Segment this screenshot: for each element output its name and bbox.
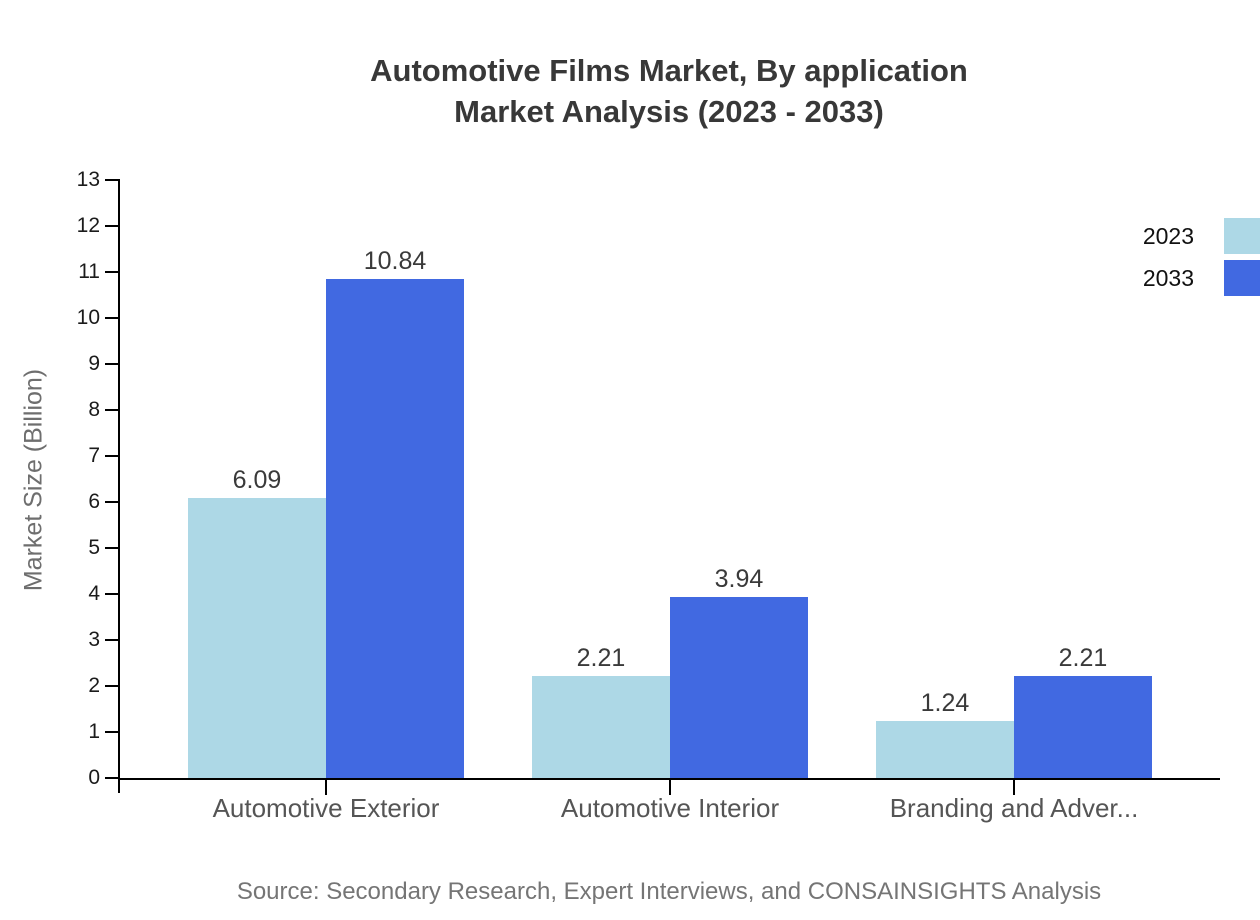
y-tick-mark-9 <box>105 363 120 365</box>
y-tick-mark-13 <box>105 179 120 181</box>
y-tick-mark-0 <box>105 777 120 779</box>
y-tick-mark-12 <box>105 225 120 227</box>
y-tick-label-7: 7 <box>88 444 100 467</box>
bar-2023-automotive-exterior <box>188 498 326 778</box>
x-tick-mark-automotive-exterior <box>325 778 327 795</box>
y-tick-label-1: 1 <box>88 720 100 743</box>
bar-2023-branding-and-adver <box>876 721 1014 778</box>
x-category-label-branding-and-adver: Branding and Adver... <box>889 793 1139 823</box>
y-tick-label-0: 0 <box>88 766 100 789</box>
x-category-label-automotive-exterior: Automotive Exterior <box>212 793 440 823</box>
legend-item-2033: 2033 <box>1143 259 1260 297</box>
x-category-label-automotive-interior: Automotive Interior <box>560 793 780 823</box>
y-tick-mark-11 <box>105 271 120 273</box>
y-tick-label-12: 12 <box>76 214 100 237</box>
plot-area: 0 1 2 3 4 5 6 7 8 9 10 11 12 13 6.09 10.84 Automotive Ex… <box>77 168 1220 823</box>
legend-label-2033: 2033 <box>1142 264 1194 291</box>
bar-2033-branding-and-adver <box>1014 676 1152 778</box>
legend-swatch-2033 <box>1224 260 1260 296</box>
value-label-2033-automotive-interior: 3.94 <box>714 565 764 593</box>
y-tick-mark-3 <box>105 639 120 641</box>
chart-title-line1: Automotive Films Market, By application <box>370 53 968 88</box>
value-label-2023-branding-and-adver: 1.24 <box>920 689 970 717</box>
y-tick-label-10: 10 <box>76 306 100 329</box>
legend: 2023 2033 <box>1143 217 1260 301</box>
x-tick-mark-automotive-interior <box>669 778 671 795</box>
y-tick-label-2: 2 <box>88 674 100 697</box>
value-label-2033-automotive-exterior: 10.84 <box>363 247 427 275</box>
value-label-2023-automotive-interior: 2.21 <box>576 644 626 672</box>
y-tick-label-11: 11 <box>78 260 100 283</box>
y-tick-mark-10 <box>105 317 120 319</box>
y-tick-mark-2 <box>105 685 120 687</box>
y-tick-label-4: 4 <box>88 582 100 605</box>
value-label-2023-automotive-exterior: 6.09 <box>232 466 282 494</box>
y-tick-label-13: 13 <box>76 168 100 191</box>
source-text: Source: Secondary Research, Expert Inter… <box>236 878 1102 905</box>
y-tick-label-3: 3 <box>88 628 100 651</box>
legend-item-2023: 2023 <box>1143 217 1260 255</box>
bar-2023-automotive-interior <box>532 676 670 778</box>
y-tick-label-5: 5 <box>88 536 100 559</box>
y-tick-mark-1 <box>105 731 120 733</box>
legend-label-2023: 2023 <box>1142 222 1194 249</box>
chart-title: Automotive Films Market, By application … <box>118 50 1220 132</box>
y-tick-mark-6 <box>105 501 120 503</box>
legend-swatch-2023 <box>1224 218 1260 254</box>
y-tick-mark-7 <box>105 455 120 457</box>
bar-2033-automotive-exterior <box>326 279 464 778</box>
x-tick-mark-branding-and-adver <box>1013 778 1015 795</box>
y-axis-title: Market Size (Billion) <box>19 368 48 592</box>
y-tick-mark-4 <box>105 593 120 595</box>
y-tick-label-9: 9 <box>88 352 100 375</box>
y-tick-mark-5 <box>105 547 120 549</box>
value-label-2033-branding-and-adver: 2.21 <box>1058 644 1108 672</box>
y-tick-label-6: 6 <box>88 490 100 513</box>
bar-2033-automotive-interior <box>670 597 808 778</box>
y-tick-label-8: 8 <box>88 398 100 421</box>
chart-title-line2: Market Analysis (2023 - 2033) <box>454 94 884 129</box>
y-axis-bottom-tick <box>118 778 120 793</box>
y-tick-mark-8 <box>105 409 120 411</box>
